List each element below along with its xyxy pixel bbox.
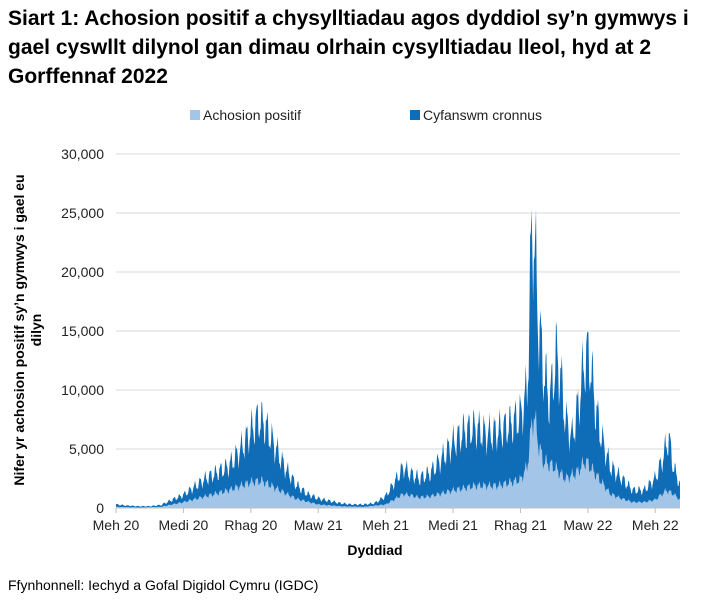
y-tick-label: 30,000 [61, 146, 104, 162]
chart-title: Siart 1: Achosion positif a chysylltiada… [8, 7, 689, 88]
y-tick-label: 0 [96, 500, 104, 516]
legend-label: Cyfanswm cronnus [423, 107, 542, 123]
x-tick-label: Meh 22 [632, 517, 679, 533]
series-cyfanswm-cronnus [116, 208, 680, 508]
gridlines [116, 153, 680, 450]
legend-swatch [190, 110, 200, 120]
y-tick-label: 25,000 [61, 205, 104, 221]
legend-label: Achosion positif [203, 107, 301, 123]
y-axis-title-line: dilyn [28, 314, 44, 347]
series-layer [116, 208, 680, 508]
source-note: Ffynhonnell: Iechyd a Gofal Digidol Cymr… [8, 577, 319, 593]
x-tick-label: Maw 22 [563, 517, 612, 533]
y-tick-label: 10,000 [61, 382, 104, 398]
x-tick-label: Medi 20 [159, 517, 209, 533]
legend: Achosion positif Cyfanswm cronnus [190, 107, 542, 123]
x-tick-label: Meh 20 [93, 517, 140, 533]
y-tick-label: 15,000 [61, 323, 104, 339]
series-achosion-positif [116, 409, 680, 508]
x-tick-label: Maw 21 [294, 517, 343, 533]
y-tick-label: 5,000 [69, 441, 104, 457]
y-axis-ticks: 0 5,000 10,000 15,000 20,000 25,000 30,000 [61, 146, 104, 516]
x-tick-label: Medi 21 [428, 517, 478, 533]
x-axis-ticks: Meh 20 Medi 20 Rhag 20 Maw 21 Meh 21 Medi 21 R… [93, 508, 679, 533]
x-tick-label: Rhag 21 [494, 517, 547, 533]
y-axis-title: Nifer yr achosion positif sy’n gymwys i … [11, 174, 44, 485]
y-axis-title-line: Nifer yr achosion positif sy’n gymwys i … [11, 174, 27, 485]
y-tick-label: 20,000 [61, 264, 104, 280]
x-axis-title: Dyddiad [347, 542, 402, 558]
x-tick-label: Meh 21 [362, 517, 409, 533]
legend-swatch [410, 110, 420, 120]
x-tick-label: Rhag 20 [224, 517, 277, 533]
